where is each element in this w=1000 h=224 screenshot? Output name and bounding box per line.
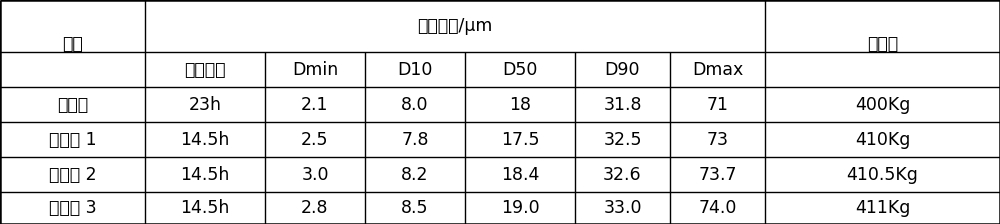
Text: 14.5h: 14.5h [180, 199, 230, 217]
Text: 实施例 1: 实施例 1 [49, 131, 96, 149]
Text: 73.7: 73.7 [698, 166, 737, 183]
Text: 实施例 2: 实施例 2 [49, 166, 96, 183]
Text: 14.5h: 14.5h [180, 166, 230, 183]
Text: 例子: 例子 [62, 34, 83, 52]
Text: 32.6: 32.6 [603, 166, 642, 183]
Text: 71: 71 [706, 95, 728, 114]
Text: 17.5: 17.5 [501, 131, 539, 149]
Text: 8.0: 8.0 [401, 95, 429, 114]
Text: D90: D90 [605, 60, 640, 78]
Text: 2.5: 2.5 [301, 131, 329, 149]
Text: 74.0: 74.0 [698, 199, 737, 217]
Text: 73: 73 [706, 131, 728, 149]
Text: 粒度分布/μm: 粒度分布/μm [417, 17, 493, 35]
Text: Dmax: Dmax [692, 60, 743, 78]
Text: 410Kg: 410Kg [855, 131, 910, 149]
Text: 7.8: 7.8 [401, 131, 429, 149]
Text: D10: D10 [397, 60, 433, 78]
Text: 8.5: 8.5 [401, 199, 429, 217]
Text: 14.5h: 14.5h [180, 131, 230, 149]
Text: 制程时间: 制程时间 [184, 60, 226, 78]
Text: 3.0: 3.0 [301, 166, 329, 183]
Text: 33.0: 33.0 [603, 199, 642, 217]
Text: 对比例: 对比例 [57, 95, 88, 114]
Text: 32.5: 32.5 [603, 131, 642, 149]
Text: 31.8: 31.8 [603, 95, 642, 114]
Text: 411Kg: 411Kg [855, 199, 910, 217]
Text: 2.8: 2.8 [301, 199, 329, 217]
Text: 400Kg: 400Kg [855, 95, 910, 114]
Text: 23h: 23h [188, 95, 222, 114]
Text: 18.4: 18.4 [501, 166, 539, 183]
Text: 410.5Kg: 410.5Kg [847, 166, 918, 183]
Text: 2.1: 2.1 [301, 95, 329, 114]
Text: 18: 18 [509, 95, 531, 114]
Text: D50: D50 [502, 60, 538, 78]
Text: Dmin: Dmin [292, 60, 338, 78]
Text: 实施例 3: 实施例 3 [49, 199, 96, 217]
Text: 8.2: 8.2 [401, 166, 429, 183]
Text: 出料量: 出料量 [867, 34, 898, 52]
Text: 19.0: 19.0 [501, 199, 539, 217]
